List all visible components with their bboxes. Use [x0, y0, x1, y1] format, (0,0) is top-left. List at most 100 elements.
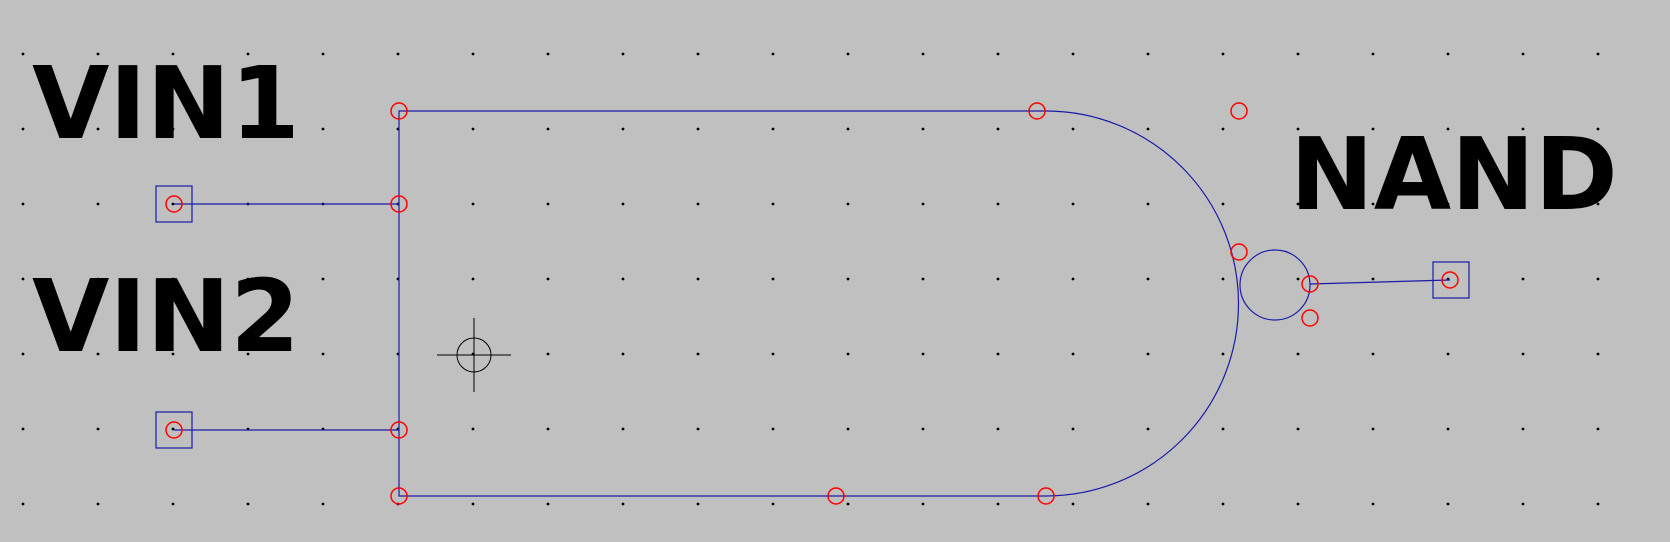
grid-dot [921, 52, 925, 56]
grid-dot [921, 427, 925, 431]
gate-body[interactable] [398, 110, 1240, 497]
grid-dot [1071, 127, 1075, 131]
grid-dot [96, 427, 100, 431]
grid-dot [471, 127, 475, 131]
grid-dot [546, 202, 550, 206]
grid-dot [921, 502, 925, 506]
grid-dot [321, 277, 325, 281]
grid-dot [321, 127, 325, 131]
edit-handles[interactable] [165, 102, 1459, 505]
grid-dot [1521, 502, 1525, 506]
grid-dot [1371, 502, 1375, 506]
grid-dot [696, 202, 700, 206]
grid-dot [546, 127, 550, 131]
grid-dot [1146, 52, 1150, 56]
grid-dot [546, 502, 550, 506]
red-circle-icon[interactable] [390, 421, 408, 439]
grid-dot [846, 427, 850, 431]
grid-dot [846, 52, 850, 56]
red-circle-icon[interactable] [1230, 243, 1248, 261]
red-circle-icon[interactable] [1230, 102, 1248, 120]
grid-dot [1446, 427, 1450, 431]
red-circle-icon[interactable] [1028, 102, 1046, 120]
crosshair-icon [437, 318, 511, 392]
grid-dot [1071, 427, 1075, 431]
grid-dot [996, 502, 1000, 506]
red-circle-icon[interactable] [390, 195, 408, 213]
grid-dot [696, 427, 700, 431]
grid-dot [96, 502, 100, 506]
grid-dot [1521, 52, 1525, 56]
grid-dot [21, 352, 25, 356]
grid-dot [996, 127, 1000, 131]
grid-dot [1221, 277, 1225, 281]
grid-dot [1221, 202, 1225, 206]
grid-dot [1071, 352, 1075, 356]
pin-in2[interactable] [155, 411, 193, 449]
wire-out[interactable] [1309, 279, 1451, 285]
grid-dot [246, 127, 250, 131]
grid-dot [771, 427, 775, 431]
grid-dot [771, 202, 775, 206]
grid-dot [471, 202, 475, 206]
pin-out[interactable] [1432, 261, 1470, 299]
grid-dot [1371, 202, 1375, 206]
label-nand: NAND [1290, 116, 1618, 233]
red-circle-icon[interactable] [1037, 487, 1055, 505]
grid-dot [1446, 502, 1450, 506]
grid-dot [1071, 502, 1075, 506]
grid-dot [771, 52, 775, 56]
grid-dot [1146, 127, 1150, 131]
grid-dot [1596, 202, 1600, 206]
grid-dot [321, 502, 325, 506]
grid-dot [21, 52, 25, 56]
grid-dot [696, 352, 700, 356]
grid-dot [621, 352, 625, 356]
red-circle-icon[interactable] [390, 487, 408, 505]
grid-dot [1596, 277, 1600, 281]
grid-dot [21, 202, 25, 206]
grid-dot [1221, 127, 1225, 131]
grid-dot [1146, 202, 1150, 206]
grid-dot [921, 127, 925, 131]
grid-dot [1296, 52, 1300, 56]
grid-dot [471, 502, 475, 506]
grid-dot [996, 52, 1000, 56]
red-circle-icon[interactable] [1301, 309, 1319, 327]
grid-dot [846, 127, 850, 131]
grid-dot [1296, 202, 1300, 206]
grid-dot [1371, 352, 1375, 356]
red-circle-icon[interactable] [165, 421, 183, 439]
grid-dot [996, 352, 1000, 356]
grid-dot [1296, 127, 1300, 131]
grid-dot [1521, 352, 1525, 356]
grid-dot [246, 52, 250, 56]
nand-gate-symbol[interactable] [155, 110, 1470, 497]
grid-dot [171, 202, 175, 206]
grid-dot [921, 277, 925, 281]
grid-dot [1521, 277, 1525, 281]
grid-dot [771, 277, 775, 281]
red-circle-icon[interactable] [1301, 275, 1319, 293]
grid-dot [321, 352, 325, 356]
grid-dot [171, 502, 175, 506]
red-circle-icon[interactable] [1441, 271, 1459, 289]
label-vin2: VIN2 [32, 258, 300, 375]
grid-dot [1221, 352, 1225, 356]
red-circle-icon[interactable] [827, 487, 845, 505]
inverter-bubble[interactable] [1239, 249, 1311, 321]
grid-dot [1521, 427, 1525, 431]
red-circle-icon[interactable] [165, 195, 183, 213]
grid-dot [1596, 127, 1600, 131]
grid-dot [1521, 127, 1525, 131]
pin-in1[interactable] [155, 185, 193, 223]
red-circle-icon[interactable] [390, 102, 408, 120]
grid-dot [471, 277, 475, 281]
grid-dot [1296, 277, 1300, 281]
grid-dot [171, 52, 175, 56]
grid-dot [396, 52, 400, 56]
grid-dot [246, 502, 250, 506]
grid-dot [1071, 277, 1075, 281]
grid-dot [1371, 427, 1375, 431]
